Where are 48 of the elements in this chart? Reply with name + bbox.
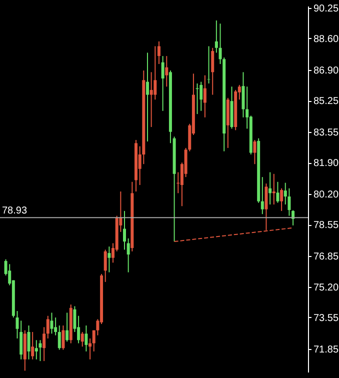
candlestick (42, 326, 46, 362)
candlestick (104, 249, 107, 282)
candlestick (80, 331, 84, 348)
candlestick (161, 56, 164, 112)
candlestick (280, 188, 284, 212)
candlestick (214, 20, 218, 54)
candlestick (54, 317, 58, 336)
candlestick (27, 324, 30, 360)
candlestick (260, 176, 264, 215)
y-tick-label: 81.90 (314, 158, 339, 170)
candlestick (84, 324, 88, 352)
y-tick-label: 86.90 (314, 65, 339, 76)
candlestick (203, 74, 206, 118)
y-tick-label: 71.85 (314, 344, 339, 356)
candlestick (62, 324, 65, 350)
y-tick-label: 85.25 (314, 96, 339, 108)
candlestick (38, 340, 42, 362)
candlestick (276, 181, 280, 204)
candlestick (123, 210, 126, 250)
candlestick (272, 173, 276, 205)
candlestick (66, 312, 69, 342)
y-tick-label: 83.55 (314, 128, 339, 139)
y-tick-label: 76.85 (314, 252, 339, 263)
y-tick-label: 73.55 (314, 312, 339, 324)
candlestick (34, 340, 38, 360)
y-tick-label: 78.55 (314, 220, 339, 232)
ref-line-label: 78.93 (2, 206, 28, 217)
candlestick (58, 324, 61, 350)
y-tick-label: 88.60 (314, 34, 339, 45)
candlestick (253, 139, 256, 165)
candlestick (126, 238, 130, 273)
candlestick (157, 40, 160, 65)
candlestick (108, 246, 111, 273)
candlestick (207, 46, 210, 84)
candlestick (146, 52, 149, 142)
y-tick-label: 80.20 (314, 190, 339, 201)
candlestick (88, 338, 92, 360)
candlestick (150, 72, 153, 128)
y-tick-label: 75.20 (314, 282, 339, 294)
candlestick (211, 47, 214, 96)
candlestick (242, 72, 245, 118)
candlestick (200, 81, 203, 112)
candlestick (268, 172, 272, 205)
candlestick (50, 312, 54, 334)
y-tick-label: 90.25 (314, 3, 339, 14)
candlestick (165, 56, 168, 88)
candlestick (31, 331, 34, 360)
candlestick (46, 315, 50, 339)
